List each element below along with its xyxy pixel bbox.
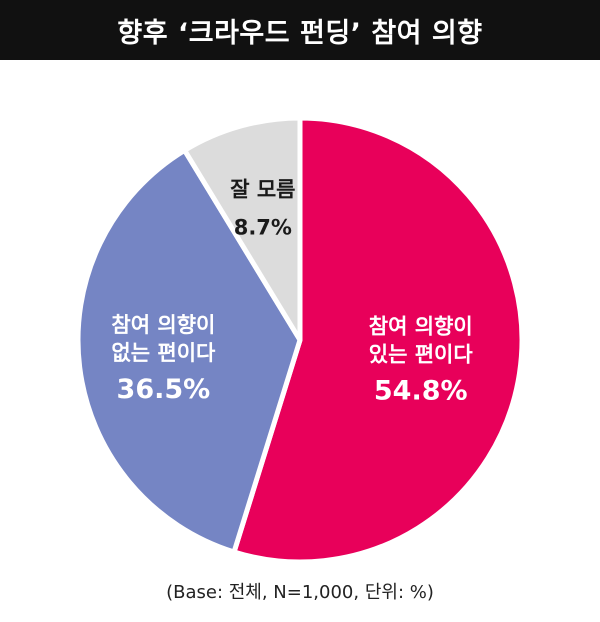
slice-label-0-line-1: 있는 편이다 bbox=[369, 342, 474, 366]
slice-value-label-1: 36.5% bbox=[117, 374, 211, 405]
chart-title: 향후 ‘크라우드 펀딩’ 참여 의향 bbox=[117, 17, 483, 49]
footnote: (Base: 전체, N=1,000, 단위: %) bbox=[166, 582, 434, 603]
slice-label-2-line-0: 잘 모름 bbox=[230, 177, 295, 201]
pie-slice-0 bbox=[231, 115, 525, 565]
slice-value-label-2: 8.7% bbox=[234, 215, 292, 239]
slice-label-1-line-0: 참여 의향이 bbox=[111, 313, 215, 337]
slice-label-1-line-1: 없는 편이다 bbox=[111, 341, 216, 365]
slice-label-0-line-0: 참여 의향이 bbox=[369, 314, 473, 338]
slice-value-label-0: 54.8% bbox=[374, 375, 468, 406]
title-bar: 향후 ‘크라우드 펀딩’ 참여 의향 bbox=[0, 0, 600, 60]
pie-slice-2 bbox=[182, 115, 303, 343]
pie-slices bbox=[75, 115, 525, 565]
